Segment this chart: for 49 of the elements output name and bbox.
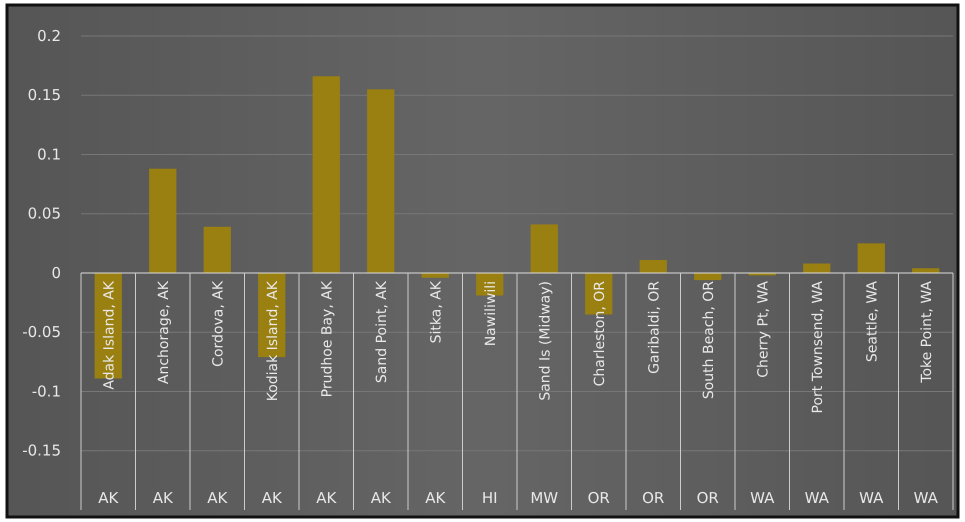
bar <box>367 89 394 273</box>
bar <box>858 243 885 273</box>
annotation: AK <box>262 489 283 507</box>
x-tick-label: Garibaldi, OR <box>646 280 662 374</box>
annotation: AK <box>98 489 120 507</box>
y-tick-label: 0.2 <box>37 26 61 45</box>
x-tick-label: Kodiak Island, AK <box>264 280 281 402</box>
y-tick-label: -0.15 <box>22 442 61 460</box>
x-tick-label: Cherry Pt, WA <box>755 280 772 378</box>
y-tick-label: 0.05 <box>28 204 61 223</box>
annotation: OR <box>588 489 610 507</box>
bar <box>640 260 667 273</box>
x-tick-label: Anchorage, AK <box>156 280 172 384</box>
y-tick-label: 0.15 <box>28 86 61 104</box>
x-tick-label: Prudhoe Bay, AK <box>319 280 336 398</box>
annotation: WA <box>914 489 939 507</box>
y-tick-label: 0.1 <box>37 145 61 164</box>
annotation: AK <box>370 489 392 507</box>
x-tick-label: Toke Point, WA <box>918 280 935 384</box>
annotation: OR <box>642 489 664 507</box>
annotation: WA <box>804 489 830 507</box>
x-tick-label: Nawiliwili <box>482 281 499 346</box>
annotation: MW <box>530 489 558 507</box>
bar <box>803 264 830 273</box>
annotation: AK <box>152 489 174 507</box>
annotation: AK <box>207 489 228 507</box>
x-tick-label: Cordova, AK <box>210 280 226 367</box>
x-tick-label: Seattle, WA <box>864 280 880 362</box>
x-tick-label: Port Townsend, WA <box>810 280 826 414</box>
bar <box>530 224 558 273</box>
bar <box>694 273 722 280</box>
x-tick-label: Sitka, AK <box>428 280 444 344</box>
bar <box>204 226 231 273</box>
bar <box>312 76 340 273</box>
x-tick-label: Adak Island, AK <box>101 280 118 390</box>
annotation: AK <box>316 489 338 507</box>
x-tick-label: Sand Point, AK <box>374 280 390 384</box>
x-tick-label: South Beach, OR <box>700 280 717 400</box>
y-tick-label: 0 <box>51 264 61 282</box>
annotation: HI <box>482 489 498 507</box>
annotation: AK <box>425 489 446 507</box>
y-tick-label: -0.05 <box>22 323 61 342</box>
x-tick-label: Sand Is (Midway) <box>537 281 554 401</box>
x-tick-label: Charleston, OR <box>592 280 608 386</box>
annotation: WA <box>750 489 776 507</box>
bar <box>149 168 176 273</box>
annotation: OR <box>696 489 719 507</box>
y-tick-label: -0.1 <box>32 382 61 400</box>
annotation: WA <box>859 489 884 507</box>
